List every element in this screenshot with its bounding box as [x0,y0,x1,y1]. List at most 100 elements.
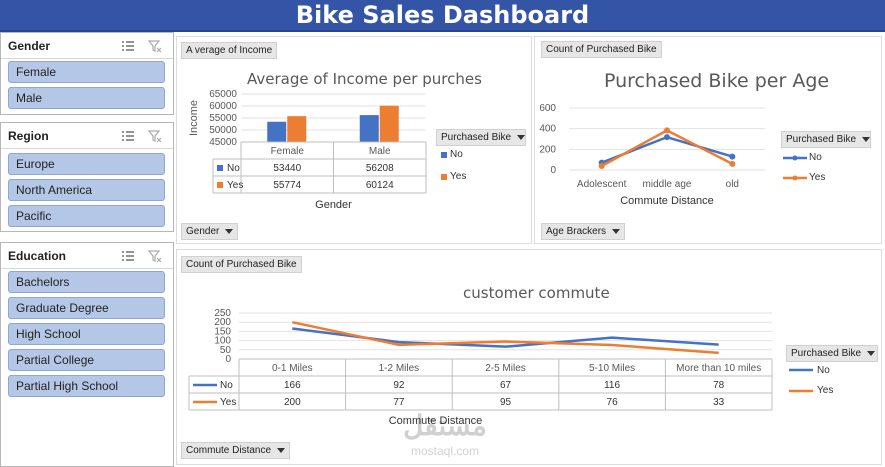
table-series-label: No [220,380,233,391]
legend-field-button[interactable]: Purchased Bike [786,345,878,362]
marker-yes-1 [664,127,670,134]
data-table-cell: 77 [393,397,405,408]
data-table-cell: 60124 [366,180,394,191]
legend-line-yes [783,175,807,181]
mostaql-watermark: مستقل mostaql.com [403,410,487,458]
legend-swatch-yes [441,174,447,180]
watermark-url: mostaql.com [411,444,479,458]
age-line-chart: 0 200 400 600 Adolescent middle age old Commute… [539,103,765,207]
legend-swatch-no [441,152,447,158]
legend-label-yes: Yes [817,385,834,396]
y-tick-label: 100 [214,336,231,347]
slicer-item-partial-college[interactable]: Partial College [8,349,165,371]
marker-no-1 [664,134,670,141]
data-table-cell: 116 [604,380,620,391]
table-series-label: Yes [227,180,243,191]
table-legend-key [217,165,223,171]
axis-field-button[interactable]: Age Brackers [541,223,626,240]
slicer-sidebar: Gender Female Male Region Europe North A… [0,32,174,467]
x-tick-label: 2-5 Miles [485,363,526,374]
x-axis-title: Commute Distance [389,415,483,427]
value-field-button[interactable]: Count of Purchased Bike [181,256,302,273]
region-slicer: Region Europe North America Pacific [0,122,174,232]
axis-field-button[interactable]: Commute Distance [181,442,291,459]
series-line-yes [292,320,719,355]
y-tick-label: 0 [550,165,556,176]
x-tick-label: 0-1 Miles [272,363,313,374]
data-table-cell: 95 [500,397,512,408]
data-table-cell: 33 [713,397,725,408]
y-tick-label: 45000 [209,137,237,148]
slicer-header: Region [1,123,173,149]
age-chart-panel: Count of Purchased Bike Purchased Bike p… [534,36,882,244]
axis-field-button[interactable]: Gender [181,223,239,240]
table-series-label: No [227,163,240,174]
legend-label-yes: Yes [450,171,467,182]
multi-select-icon[interactable] [121,39,135,53]
slicer-item-graduate-degree[interactable]: Graduate Degree [8,297,165,319]
marker-yes-0 [598,162,605,169]
income-chart-panel: A verage of Income Average of Income per… [176,36,532,244]
x-tick-label: Adolescent [577,179,627,190]
legend-label-no: No [809,152,822,163]
y-tick-label: 65000 [209,89,237,100]
value-field-button[interactable]: A verage of Income [181,42,278,59]
data-table-cell: 53440 [273,163,301,174]
data-table-cell: 76 [607,397,619,408]
x-tick-label: 5-10 Miles [589,363,635,374]
clear-filter-icon[interactable] [148,249,162,263]
bar-no-female [267,121,287,142]
clear-filter-icon[interactable] [148,39,162,53]
slicer-item-male[interactable]: Male [8,87,165,109]
commute-chart-title: customer commute [463,284,610,302]
slicer-item-europe[interactable]: Europe [8,153,165,175]
education-slicer-title: Education [8,249,67,263]
multi-select-icon[interactable] [121,249,135,263]
slicer-header: Gender [1,33,173,59]
y-tick-label: 50000 [209,125,237,136]
y-tick-label: 400 [539,124,556,135]
y-tick-label: 250 [214,308,231,319]
y-tick-label: 150 [214,326,231,337]
bar-no-male [359,115,379,142]
slicer-header: Education [1,243,173,269]
education-slicer: Education Bachelors Graduate Degree High… [0,242,174,467]
bar-yes-female [287,116,307,142]
legend-label-no: No [817,365,830,376]
data-table-cell: 55774 [273,180,301,191]
marker-yes-2 [729,160,736,167]
x-tick-label: old [726,179,739,190]
x-axis-title: Gender [315,199,352,211]
multi-select-icon[interactable] [121,129,135,143]
dashboard-title: Bike Sales Dashboard [295,1,590,29]
legend-field-button[interactable]: Purchased Bike [436,129,526,146]
table-legend-key [217,182,223,188]
y-tick-label: 55000 [209,113,237,124]
slicer-item-female[interactable]: Female [8,61,165,83]
legend-label-no: No [450,149,463,160]
bar-yes-male [379,105,399,142]
value-field-button[interactable]: Count of Purchased Bike [541,41,662,58]
legend-line-yes [789,389,813,393]
data-table-cell: 67 [500,380,512,391]
slicer-item-north-america[interactable]: North America [8,179,165,201]
y-tick-label: 0 [225,354,231,365]
slicer-item-pacific[interactable]: Pacific [8,205,165,227]
y-tick-label: 200 [214,317,231,328]
slicer-item-bachelors[interactable]: Bachelors [8,271,165,293]
clear-filter-icon[interactable] [148,129,162,143]
x-axis-title: Commute Distance [620,195,714,207]
y-tick-label: 600 [539,103,556,114]
region-slicer-title: Region [8,129,49,143]
legend-line-no [783,155,807,161]
slicer-item-partial-high-school[interactable]: Partial High School [8,375,165,397]
legend-field-button[interactable]: Purchased Bike [781,131,871,148]
slicer-item-high-school[interactable]: High School [8,323,165,345]
data-table-cell: 92 [393,380,405,391]
data-table-cell: 166 [284,380,301,391]
dashboard-header: Bike Sales Dashboard [0,0,885,32]
data-table-cell: 78 [713,380,725,391]
x-tick-label: 1-2 Miles [379,363,420,374]
